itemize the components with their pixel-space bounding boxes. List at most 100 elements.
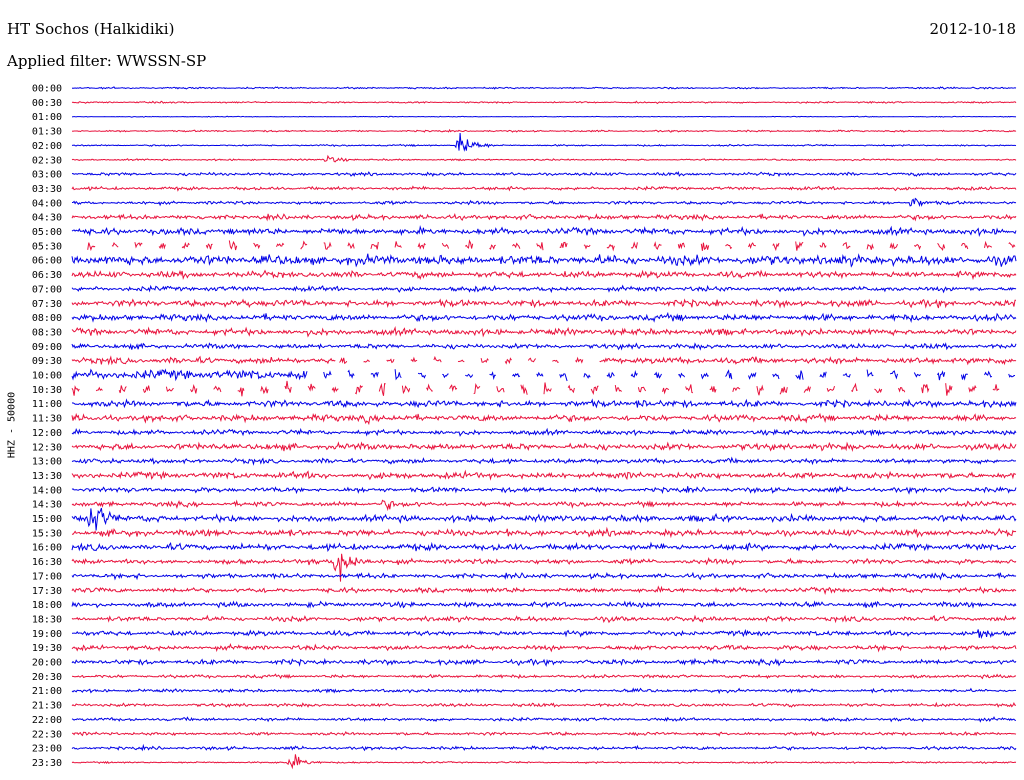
trace-0430 <box>71 213 1017 222</box>
trace-0200 <box>71 132 1017 152</box>
trace-0800 <box>71 311 1017 324</box>
trace-0730 <box>71 298 1016 309</box>
row-label: 17:30 <box>32 586 62 597</box>
row-label: 20:00 <box>32 658 62 669</box>
row-label: 12:30 <box>32 442 62 453</box>
trace-0230 <box>71 154 1017 163</box>
trace-1230 <box>71 441 1017 452</box>
trace-1300 <box>71 456 1016 466</box>
row-label: 03:30 <box>32 184 62 195</box>
row-label: 11:00 <box>32 399 62 410</box>
trace-1130 <box>71 412 1017 426</box>
trace-0530 <box>87 239 1016 252</box>
date-label: 2012-10-18 <box>929 20 1016 38</box>
trace-1830 <box>71 614 1017 624</box>
row-label: 13:00 <box>32 457 62 468</box>
row-label: 23:00 <box>32 744 62 755</box>
trace-1730 <box>71 585 1017 595</box>
row-label: 11:30 <box>32 414 62 425</box>
trace-1400 <box>71 485 1017 495</box>
row-label: 06:00 <box>32 256 62 267</box>
row-label: 18:00 <box>32 600 62 611</box>
row-label: 04:00 <box>32 198 62 209</box>
row-label: 16:00 <box>32 543 62 554</box>
row-label: 08:00 <box>32 313 62 324</box>
trace-2130 <box>71 701 1016 708</box>
trace-0130 <box>71 128 1017 133</box>
row-label: 21:30 <box>32 701 62 712</box>
row-label: 10:30 <box>32 385 62 396</box>
trace-0000 <box>71 86 1017 90</box>
row-label: 18:30 <box>32 614 62 625</box>
filter-label: Applied filter: WWSSN-SP <box>7 52 207 70</box>
trace-1800 <box>71 600 1017 609</box>
trace-0100 <box>71 115 1017 118</box>
row-label: 09:30 <box>32 356 62 367</box>
trace-1330 <box>71 469 1017 481</box>
trace-0900 <box>71 342 1017 351</box>
row-label: 15:00 <box>32 514 62 525</box>
trace-2300 <box>71 743 1017 752</box>
row-label: 02:30 <box>32 155 62 166</box>
trace-1930 <box>71 643 1017 653</box>
row-label: 06:30 <box>32 270 62 281</box>
row-label: 04:30 <box>32 213 62 224</box>
row-label: 07:30 <box>32 299 62 310</box>
row-label: 19:30 <box>32 643 62 654</box>
row-label: 17:00 <box>32 571 62 582</box>
row-label: 22:00 <box>32 715 62 726</box>
row-label: 15:30 <box>32 528 62 539</box>
trace-1000 <box>71 368 1016 382</box>
trace-1630 <box>71 553 1017 582</box>
trace-1200 <box>71 427 1017 437</box>
trace-2230 <box>71 731 1017 737</box>
trace-1030 <box>72 381 1016 396</box>
trace-1100 <box>71 398 1017 409</box>
row-label: 09:00 <box>32 342 62 353</box>
trace-2200 <box>71 716 1017 723</box>
trace-0330 <box>71 185 1017 192</box>
trace-1430 <box>71 499 1017 512</box>
row-label: 08:30 <box>32 327 62 338</box>
row-label: 16:30 <box>32 557 62 568</box>
row-label: 03:00 <box>32 170 62 181</box>
trace-0030 <box>71 100 1017 105</box>
row-label: 19:00 <box>32 629 62 640</box>
row-label: 12:00 <box>32 428 62 439</box>
trace-0400 <box>72 197 1017 208</box>
row-label: 02:00 <box>32 141 62 152</box>
row-label: 10:00 <box>32 371 62 382</box>
row-label: 07:00 <box>32 284 62 295</box>
row-label: 21:00 <box>32 686 62 697</box>
trace-2100 <box>71 687 1017 695</box>
row-label: 05:30 <box>32 241 62 252</box>
trace-0500 <box>71 225 1017 238</box>
row-label: 14:00 <box>32 485 62 496</box>
trace-0300 <box>71 171 1017 178</box>
row-label: 00:30 <box>32 98 62 109</box>
trace-1900 <box>72 628 1017 639</box>
trace-1500 <box>71 507 1017 531</box>
row-label: 23:30 <box>32 758 62 769</box>
trace-0600 <box>71 253 1017 268</box>
trace-1530 <box>71 526 1017 539</box>
row-label: 22:30 <box>32 729 62 740</box>
row-label: 20:30 <box>32 672 62 683</box>
trace-1600 <box>71 541 1017 553</box>
row-label: 00:00 <box>32 84 62 95</box>
row-label: 14:30 <box>32 500 62 511</box>
row-label: 05:00 <box>32 227 62 238</box>
row-label: 13:30 <box>32 471 62 482</box>
trace-0630 <box>71 269 1017 281</box>
trace-2000 <box>71 657 1017 667</box>
trace-1700 <box>71 571 1017 581</box>
trace-2330 <box>71 754 1017 770</box>
trace-0830 <box>71 325 1017 338</box>
trace-0930 <box>71 355 1017 366</box>
trace-0700 <box>71 284 1017 294</box>
row-label: 01:00 <box>32 112 62 123</box>
station-title: HT Sochos (Halkidiki) <box>7 20 175 38</box>
row-label: 01:30 <box>32 127 62 138</box>
trace-2030 <box>71 673 1017 680</box>
